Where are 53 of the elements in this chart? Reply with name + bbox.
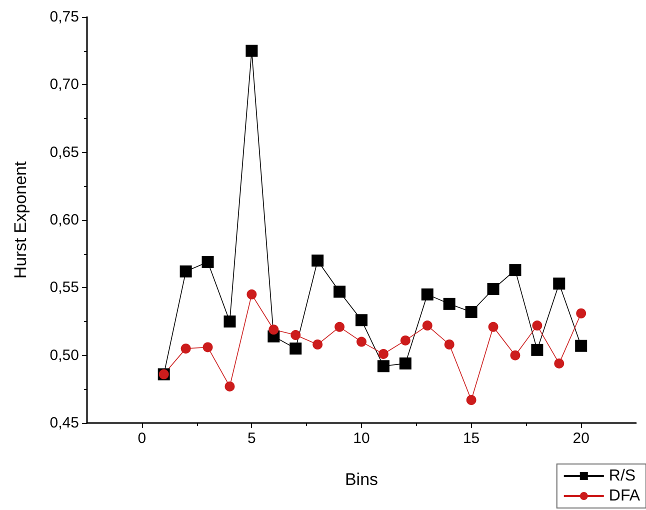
point	[356, 336, 366, 347]
point	[312, 340, 323, 350]
point	[422, 320, 432, 331]
point	[246, 44, 258, 57]
point	[290, 330, 301, 340]
point	[487, 283, 500, 296]
point	[246, 289, 257, 300]
x-tick-label: 15	[462, 430, 480, 447]
y-tick-label: 0,75	[50, 8, 79, 26]
point	[576, 308, 586, 318]
y-tick-label: 0,50	[50, 346, 79, 364]
y-tick-label: 0,45	[50, 414, 79, 432]
y-tick-label: 0,55	[50, 279, 79, 296]
x-tick-label: 5	[248, 430, 256, 447]
legend-label: R/S	[608, 468, 636, 484]
point	[290, 342, 302, 355]
point	[510, 350, 520, 360]
point	[202, 256, 214, 268]
point	[531, 344, 544, 356]
point	[224, 316, 236, 328]
point	[334, 286, 346, 298]
x-tick-label: 20	[572, 430, 590, 447]
point	[312, 254, 324, 267]
point	[509, 264, 522, 276]
point	[554, 358, 564, 368]
point	[399, 357, 412, 370]
point	[575, 340, 588, 352]
point	[421, 288, 434, 300]
point	[180, 344, 191, 354]
legend-label: DFA	[608, 488, 640, 504]
point	[488, 322, 498, 332]
point	[465, 306, 478, 318]
point	[553, 278, 566, 290]
point	[466, 394, 476, 405]
point	[443, 298, 456, 310]
point	[377, 360, 390, 372]
point	[224, 381, 235, 392]
y-tick-label: 0,65	[50, 144, 79, 161]
y-axis-title: Hurst Exponent	[11, 161, 30, 279]
point	[334, 322, 345, 332]
x-axis-title: Bins	[344, 470, 378, 489]
point	[378, 348, 388, 359]
x-tick-label: 10	[353, 430, 370, 447]
point	[532, 320, 542, 331]
point	[268, 324, 279, 335]
x-tick-label: 0	[138, 430, 146, 447]
point	[202, 342, 213, 352]
point	[356, 314, 368, 326]
y-tick-label: 0,60	[50, 212, 79, 228]
y-tick-label: 0,70	[50, 76, 79, 94]
point	[444, 340, 454, 350]
point	[400, 335, 410, 346]
point	[180, 265, 192, 278]
